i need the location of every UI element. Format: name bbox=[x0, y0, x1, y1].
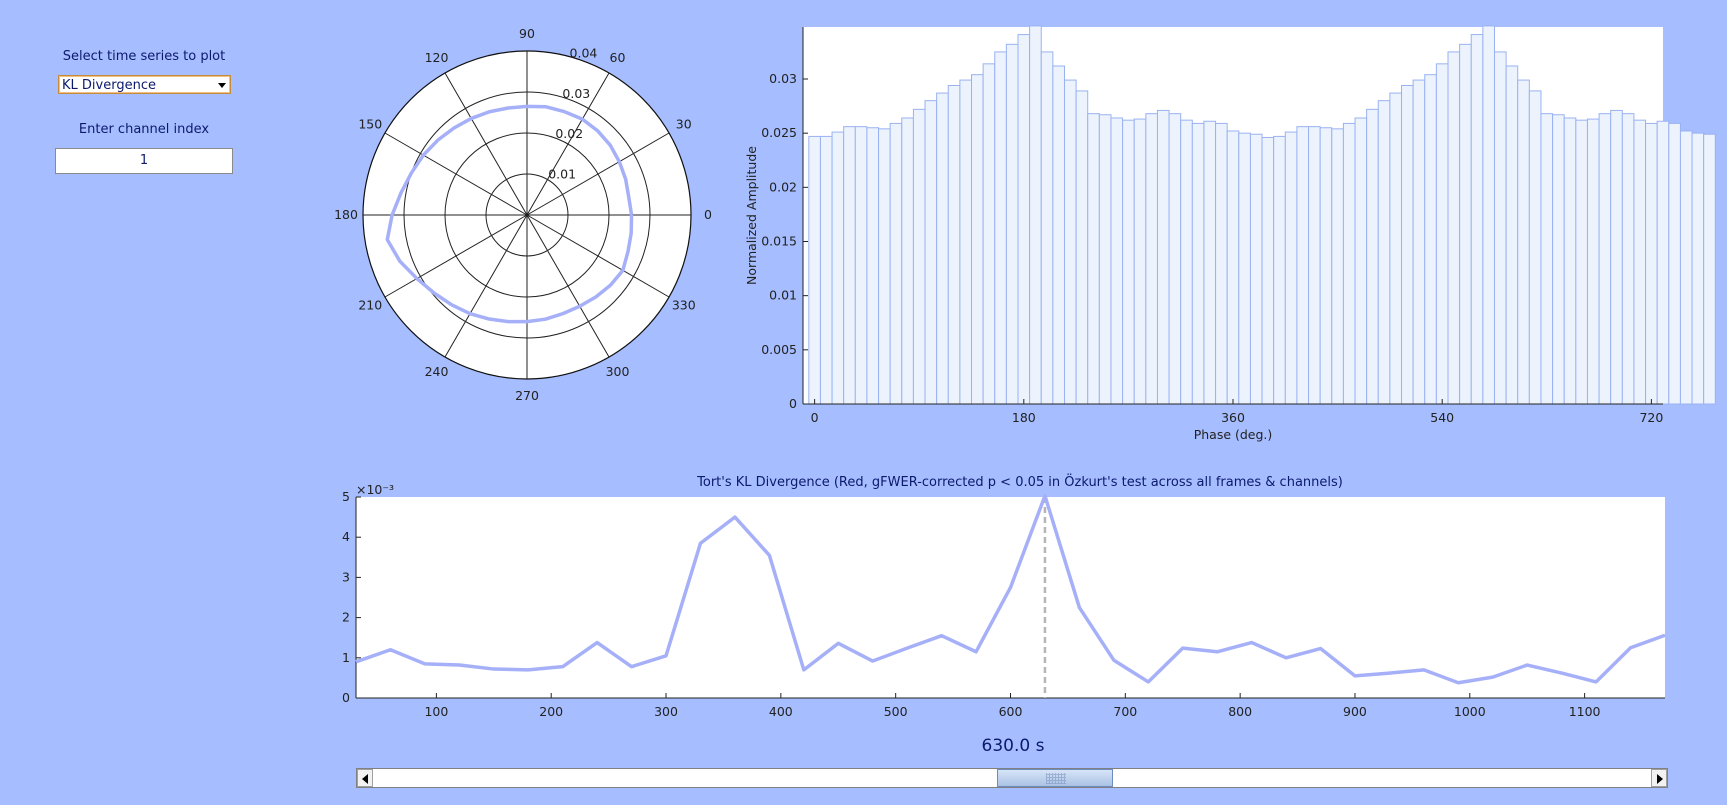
histogram-x-tick-label: 180 bbox=[1012, 410, 1036, 425]
timeseries-y-tick-label: 0 bbox=[342, 690, 350, 705]
polar-radial-tick-label: 0.02 bbox=[555, 126, 583, 141]
histogram-y-tick-label: 0.01 bbox=[769, 288, 797, 303]
channel-index-input[interactable]: 1 bbox=[55, 148, 233, 174]
polar-spoke bbox=[384, 132, 528, 216]
grip-icon bbox=[1046, 773, 1066, 784]
polar-angle-tick-label: 330 bbox=[672, 298, 696, 313]
histogram-bar bbox=[1703, 133, 1716, 405]
series-dropdown-value: KL Divergence bbox=[62, 78, 156, 93]
histogram-x-axis-label: Phase (deg.) bbox=[1194, 427, 1273, 442]
slider-thumb[interactable] bbox=[997, 769, 1113, 787]
polar-angle-tick-label: 300 bbox=[606, 364, 630, 379]
polar-angle-tick-label: 120 bbox=[425, 50, 449, 65]
polar-angle-tick-label: 30 bbox=[676, 117, 692, 132]
timeseries-x-tick-label: 800 bbox=[1228, 704, 1252, 719]
polar-angle-tick-label: 210 bbox=[358, 298, 382, 313]
chevron-down-icon[interactable] bbox=[218, 83, 226, 88]
channel-index-label: Enter channel index bbox=[78, 122, 210, 137]
histogram-y-tick-label: 0 bbox=[789, 396, 797, 411]
polar-spoke bbox=[384, 214, 528, 298]
series-dropdown[interactable]: KL Divergence bbox=[58, 75, 231, 94]
histogram-y-tick-label: 0.025 bbox=[761, 125, 797, 140]
timeseries-title: Tort's KL Divergence (Red, gFWER-correct… bbox=[696, 473, 1343, 490]
timeseries-x-tick-label: 400 bbox=[769, 704, 793, 719]
polar-series-line bbox=[385, 104, 634, 324]
current-time-label: 630.0 s bbox=[981, 736, 1045, 756]
polar-angle-tick-label: 60 bbox=[610, 50, 626, 65]
histogram-y-tick-label: 0.03 bbox=[769, 71, 797, 86]
polar-spoke bbox=[444, 72, 528, 216]
histogram-x-tick-label: 0 bbox=[811, 410, 819, 425]
select-series-label: Select time series to plot bbox=[62, 49, 226, 64]
slider-left-arrow-icon[interactable] bbox=[357, 769, 373, 787]
timeseries-x-tick-label: 700 bbox=[1113, 704, 1137, 719]
timeseries-y-tick-label: 5 bbox=[342, 489, 350, 504]
histogram-y-axis-label: Normalized Amplitude bbox=[744, 146, 759, 285]
timeseries-x-tick-label: 500 bbox=[884, 704, 908, 719]
polar-spoke bbox=[526, 214, 670, 298]
histogram-x-tick-label: 360 bbox=[1221, 410, 1245, 425]
histogram-y-tick-label: 0.02 bbox=[769, 179, 797, 194]
polar-angle-tick-label: 150 bbox=[358, 117, 382, 132]
polar-spoke bbox=[526, 132, 670, 216]
polar-radial-tick-label: 0.04 bbox=[570, 45, 598, 60]
slider-right-arrow-icon[interactable] bbox=[1651, 769, 1667, 787]
timeseries-x-tick-label: 300 bbox=[654, 704, 678, 719]
polar-radial-tick-label: 0.01 bbox=[548, 167, 576, 182]
timeseries-y-tick-label: 3 bbox=[342, 569, 350, 584]
polar-angle-tick-label: 180 bbox=[334, 207, 358, 222]
timeseries-y-tick-label: 1 bbox=[342, 650, 350, 665]
polar-spoke bbox=[444, 214, 528, 358]
histogram-y-tick-label: 0.005 bbox=[761, 342, 797, 357]
polar-spoke bbox=[526, 72, 610, 216]
timeseries-y-tick-label: 4 bbox=[342, 529, 350, 544]
timeseries-x-tick-label: 200 bbox=[539, 704, 563, 719]
polar-radial-tick-label: 0.03 bbox=[562, 86, 590, 101]
polar-angle-tick-label: 90 bbox=[519, 26, 535, 41]
timeseries-plot-area bbox=[356, 497, 1665, 698]
timeseries-series-line bbox=[355, 494, 1666, 685]
timeseries-x-tick-label: 100 bbox=[424, 704, 448, 719]
polar-angle-tick-label: 240 bbox=[425, 364, 449, 379]
polar-angle-tick-label: 0 bbox=[704, 207, 712, 222]
timeseries-x-tick-label: 1000 bbox=[1454, 704, 1486, 719]
histogram-x-tick-label: 720 bbox=[1639, 410, 1663, 425]
timeseries-y-tick-label: 2 bbox=[342, 610, 350, 625]
histogram-y-tick-label: 0.015 bbox=[761, 234, 797, 249]
time-slider[interactable] bbox=[356, 768, 1668, 788]
timeseries-x-tick-label: 900 bbox=[1343, 704, 1367, 719]
polar-spoke bbox=[526, 214, 610, 358]
histogram-x-tick-label: 540 bbox=[1430, 410, 1454, 425]
timeseries-x-tick-label: 600 bbox=[999, 704, 1023, 719]
polar-angle-tick-label: 270 bbox=[515, 388, 539, 403]
timeseries-x-tick-label: 1100 bbox=[1569, 704, 1601, 719]
timeseries-exponent-label: ×10⁻³ bbox=[356, 482, 394, 497]
